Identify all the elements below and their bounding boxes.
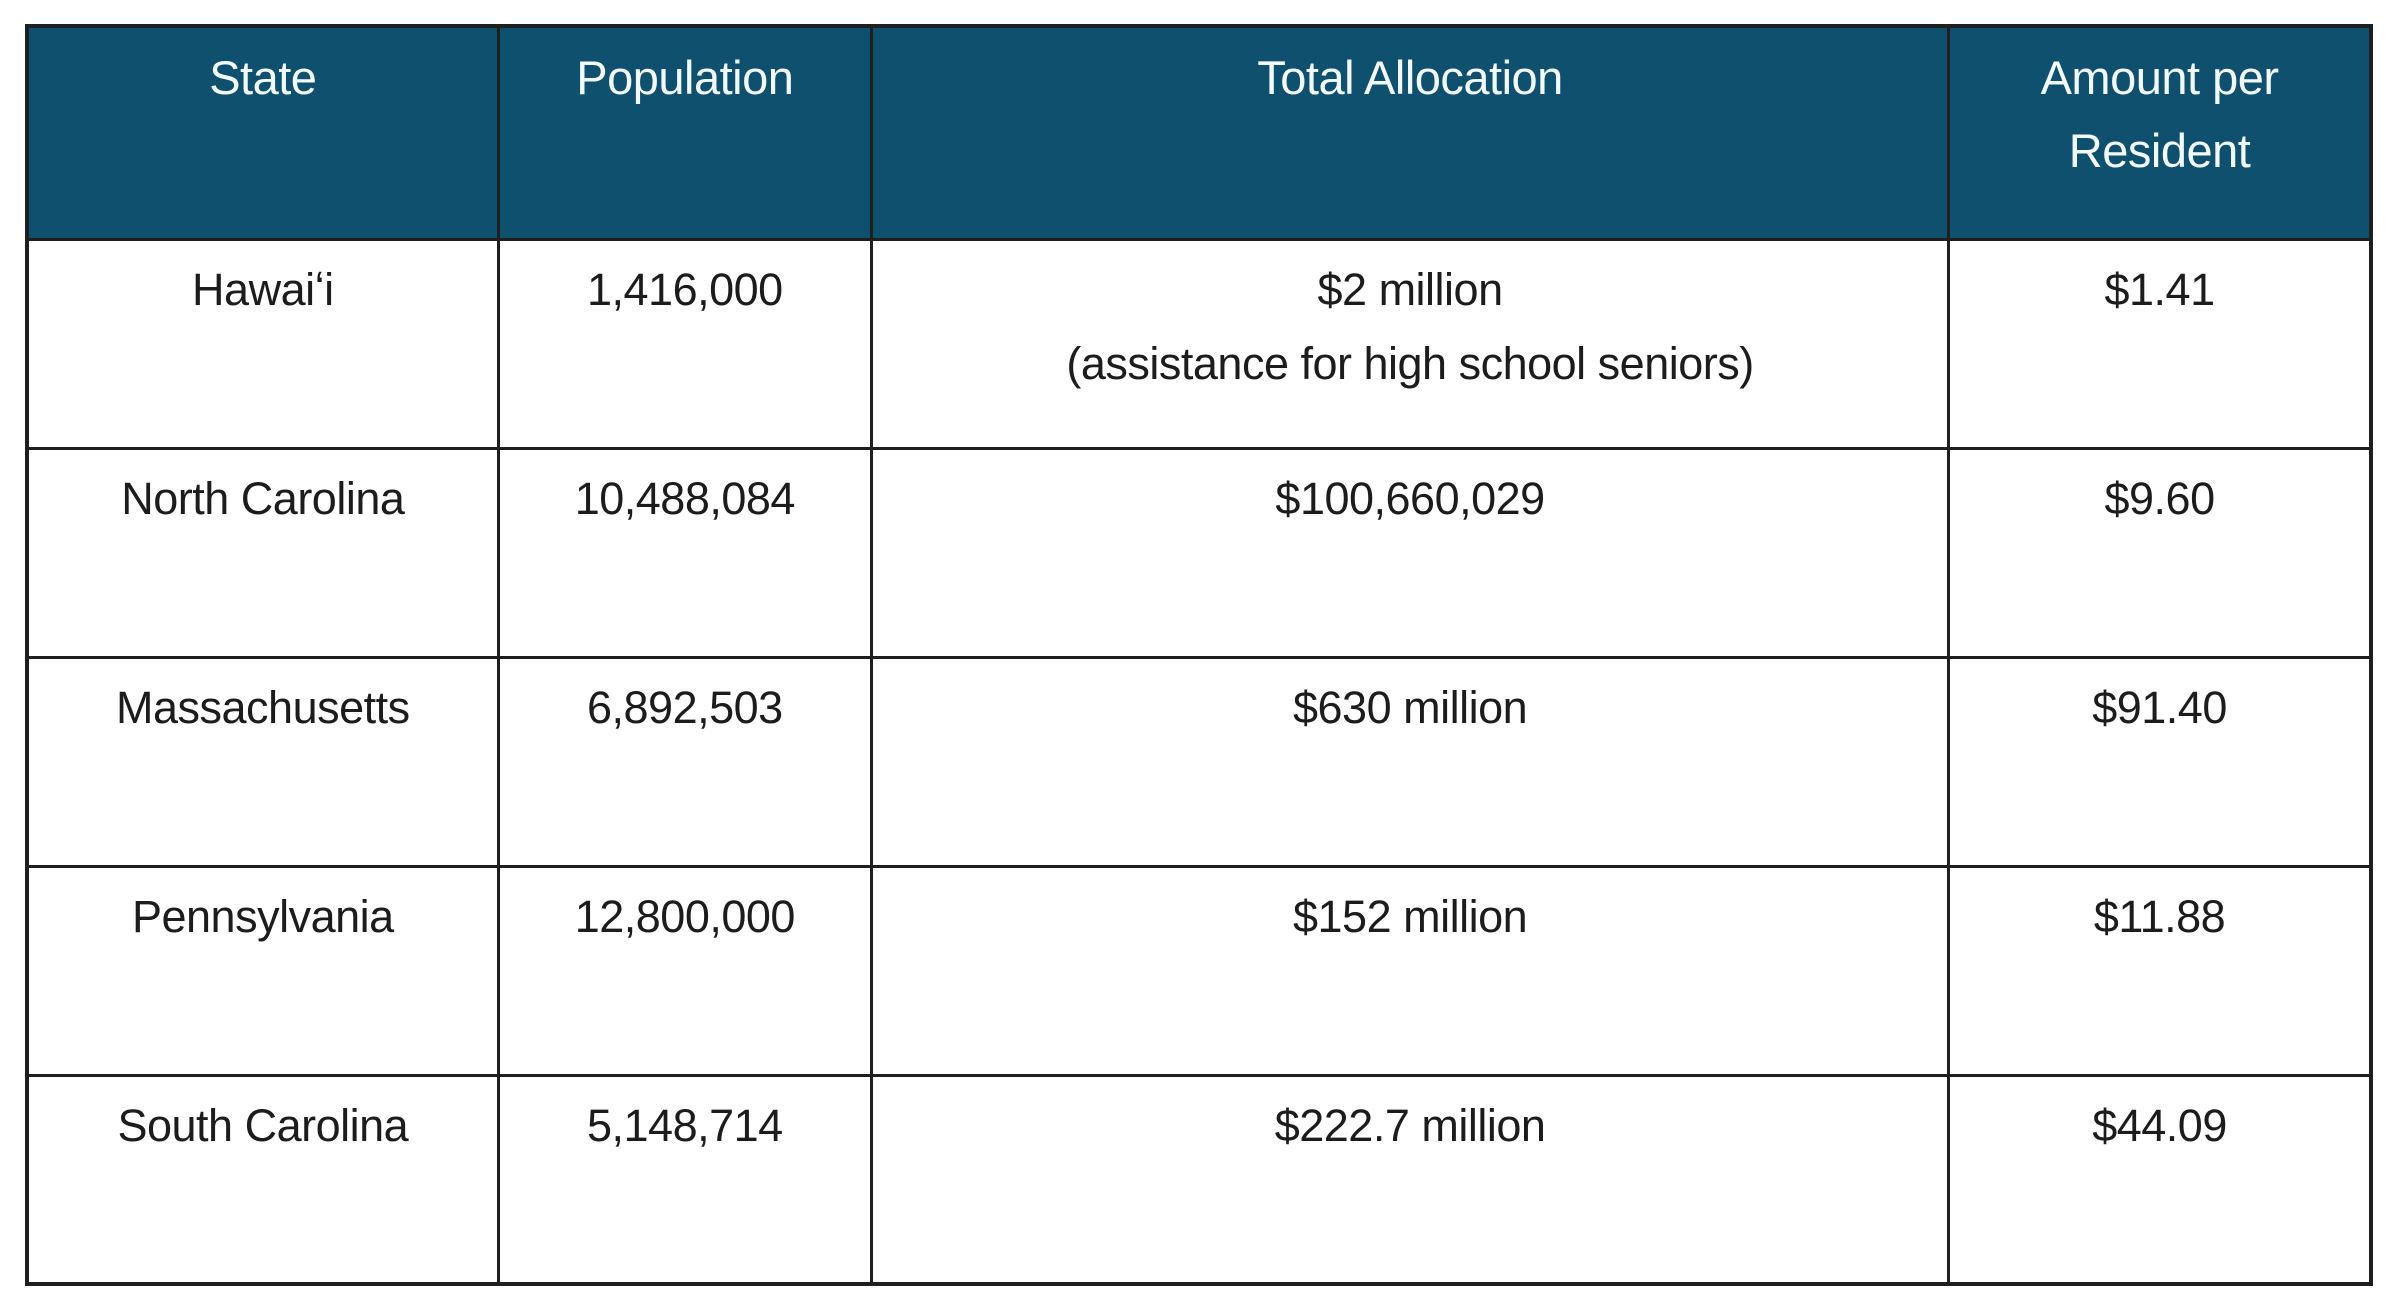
state-cell: South Carolina — [25, 1073, 500, 1286]
allocation-cell: $100,660,029 — [870, 446, 1951, 659]
population-cell: 6,892,503 — [496, 655, 874, 868]
column-header-total-allocation: Total Allocation — [870, 24, 1951, 241]
column-header-amount-per-resident: Amount per Resident — [1947, 24, 2373, 241]
population-cell: 12,800,000 — [496, 864, 874, 1077]
state-cell: Pennsylvania — [25, 864, 500, 1077]
table-row: Hawaiʻi 1,416,000 $2 million (assistance… — [25, 237, 2373, 450]
table-row: Pennsylvania 12,800,000 $152 million $11… — [25, 864, 2373, 1077]
table-row: North Carolina 10,488,084 $100,660,029 $… — [25, 446, 2373, 659]
state-allocation-table: State Population Total Allocation Amount… — [25, 24, 2373, 1286]
per-resident-cell: $9.60 — [1947, 446, 2373, 659]
column-header-population: Population — [496, 24, 874, 241]
state-cell: Massachusetts — [25, 655, 500, 868]
per-resident-cell: $1.41 — [1947, 237, 2373, 450]
header-row: State Population Total Allocation Amount… — [25, 24, 2373, 241]
allocation-cell: $2 million (assistance for high school s… — [870, 237, 1951, 450]
allocation-cell: $152 million — [870, 864, 1951, 1077]
table-row: Massachusetts 6,892,503 $630 million $91… — [25, 655, 2373, 868]
allocation-note: (assistance for high school seniors) — [1066, 337, 1754, 389]
allocation-cell: $630 million — [870, 655, 1951, 868]
table-row: South Carolina 5,148,714 $222.7 million … — [25, 1073, 2373, 1286]
state-cell: North Carolina — [25, 446, 500, 659]
per-resident-cell: $11.88 — [1947, 864, 2373, 1077]
population-cell: 1,416,000 — [496, 237, 874, 450]
population-cell: 10,488,084 — [496, 446, 874, 659]
per-resident-cell: $44.09 — [1947, 1073, 2373, 1286]
allocation-amount: $2 million — [1317, 263, 1504, 315]
column-header-state: State — [25, 24, 500, 241]
allocation-cell: $222.7 million — [870, 1073, 1951, 1286]
per-resident-cell: $91.40 — [1947, 655, 2373, 868]
state-cell: Hawaiʻi — [25, 237, 500, 450]
population-cell: 5,148,714 — [496, 1073, 874, 1286]
